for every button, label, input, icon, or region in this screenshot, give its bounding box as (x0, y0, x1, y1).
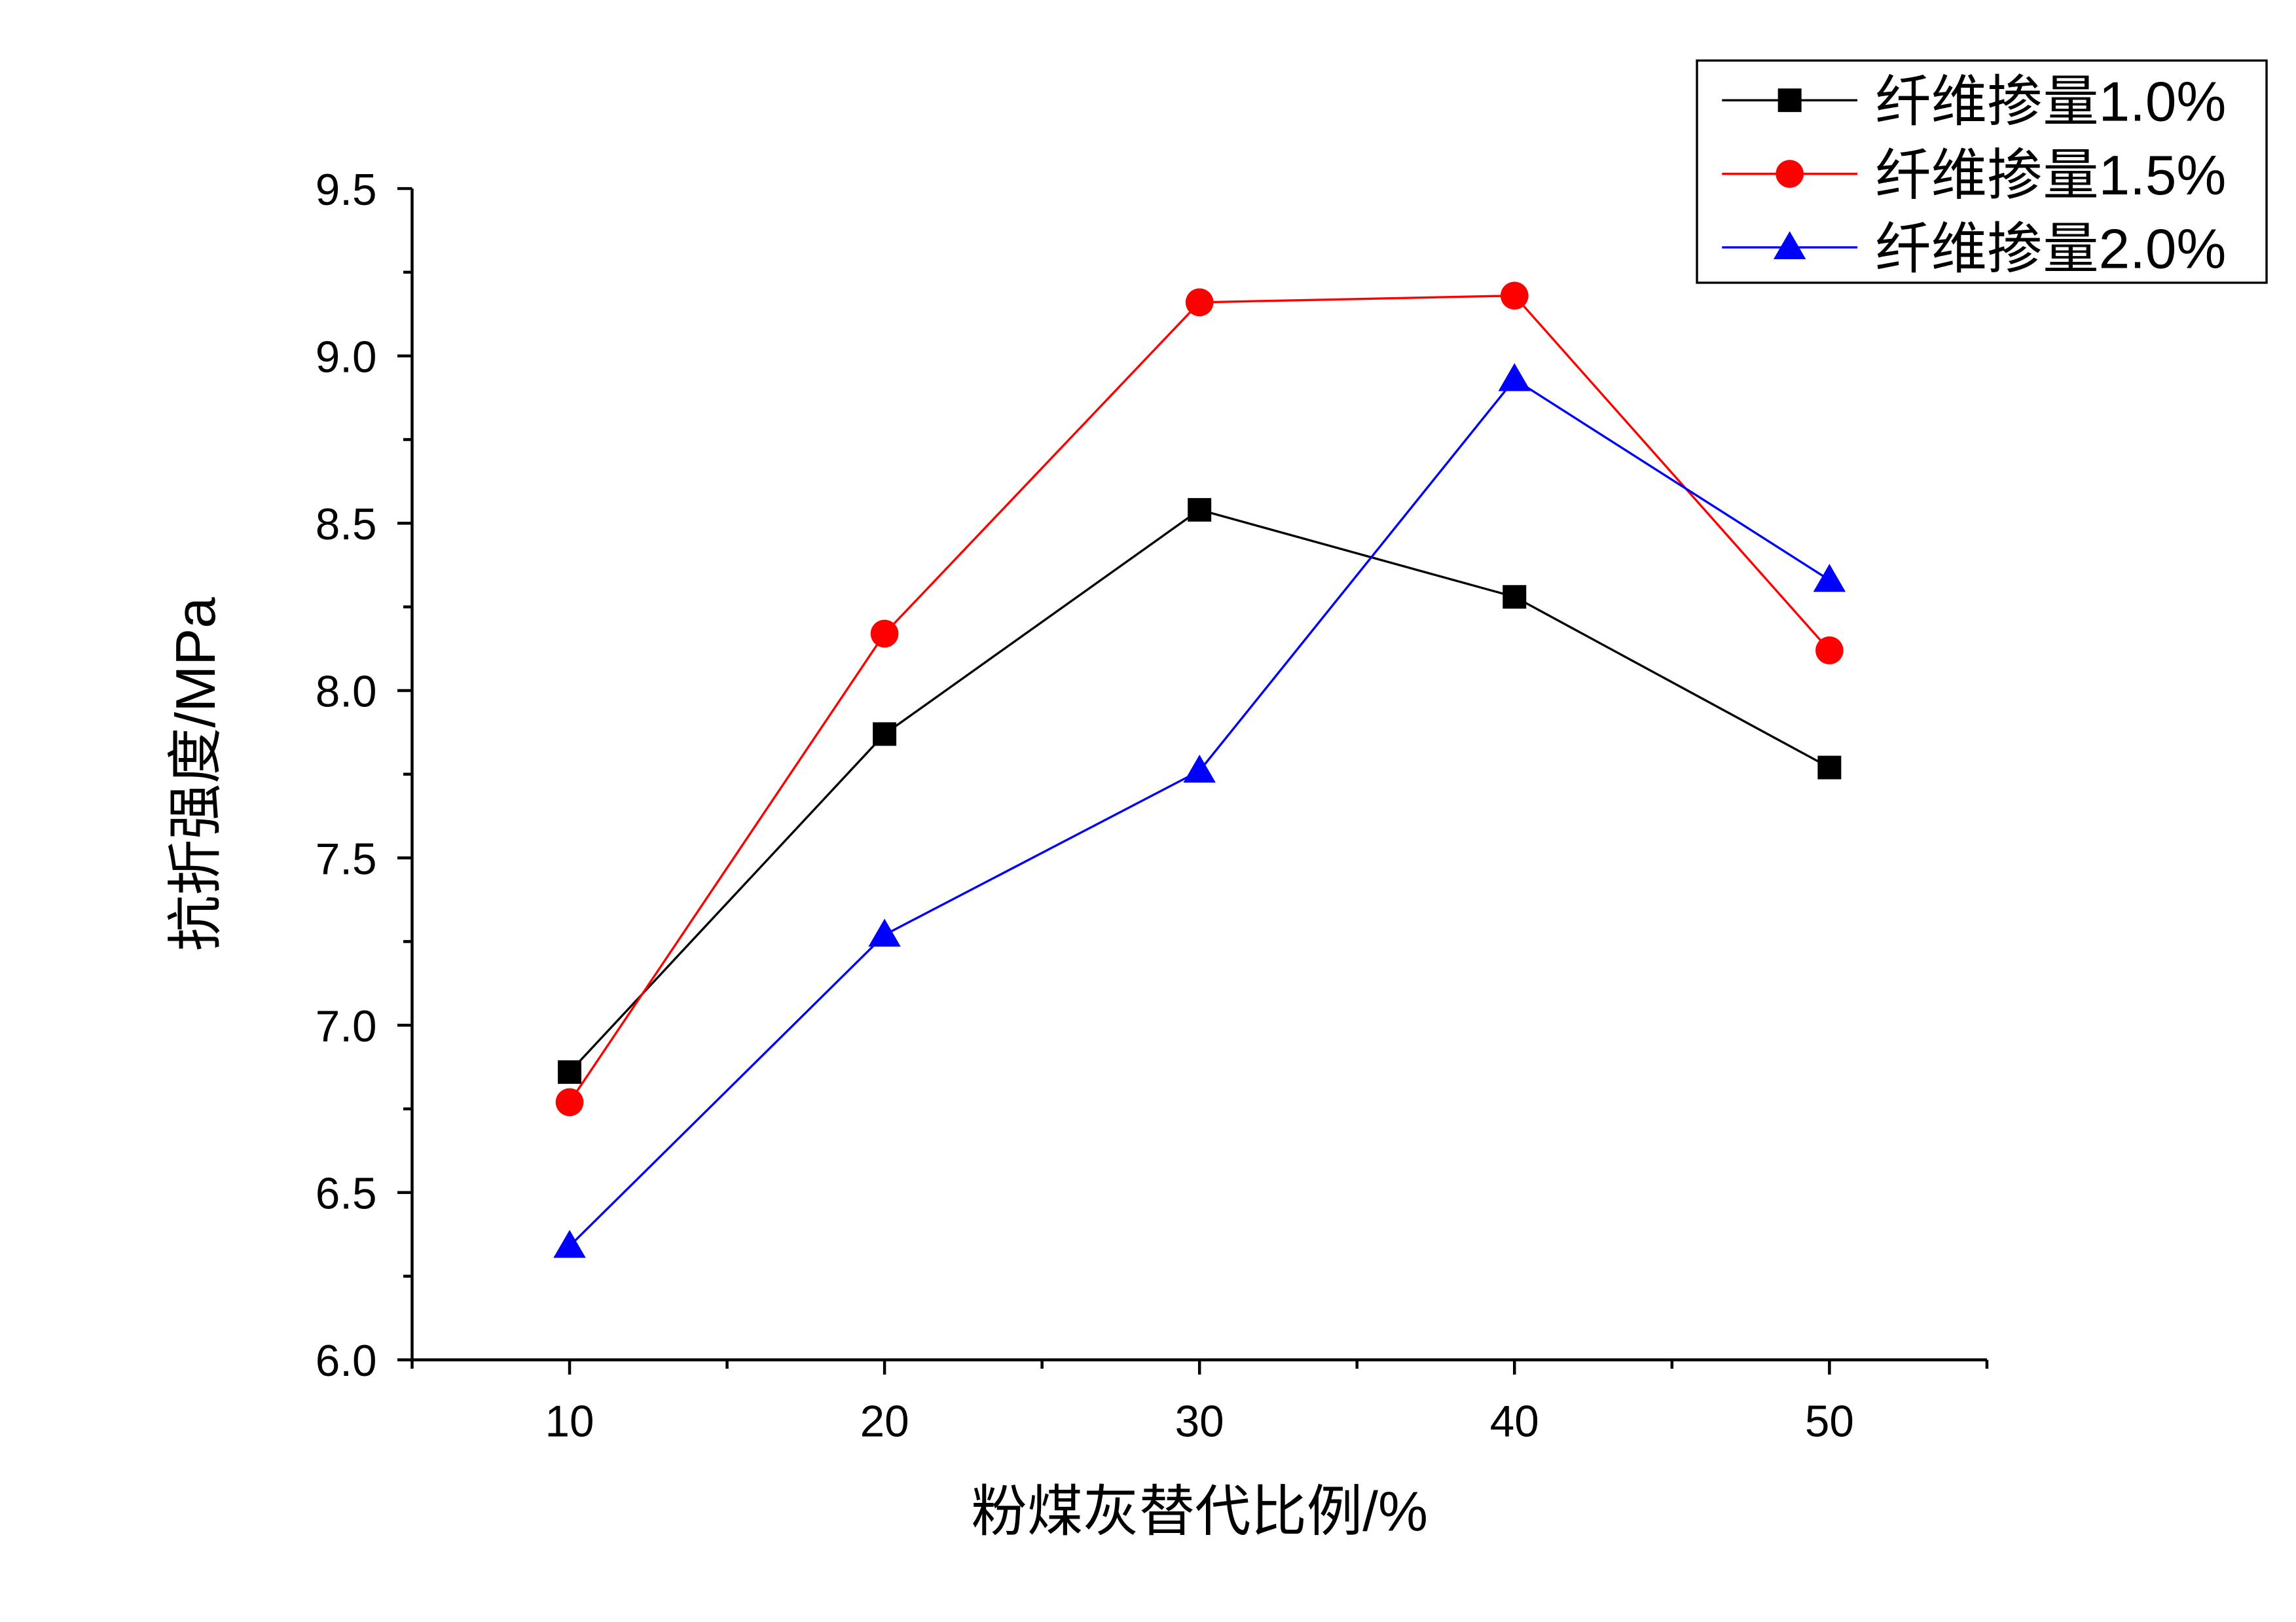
data-point-triangle (1813, 564, 1846, 592)
series-circle (555, 281, 1844, 1117)
legend-label: 纤维掺量1.5% (1875, 145, 2226, 207)
series-line (568, 509, 1831, 1073)
data-point-triangle (1773, 231, 1806, 259)
data-point-triangle (553, 1229, 586, 1258)
data-point-square (1817, 755, 1842, 780)
data-point-square (873, 722, 897, 746)
data-point-triangle (1498, 363, 1531, 391)
data-point-circle (1776, 160, 1804, 188)
data-point-square (558, 1060, 581, 1084)
y-axis-label: 抗折强度/MPa (165, 597, 227, 951)
data-point-square (1777, 88, 1802, 113)
x-tick-label: 10 (545, 1397, 594, 1446)
series-layer (553, 281, 1846, 1258)
series-square (558, 497, 1842, 1084)
y-tick-label: 6.0 (316, 1337, 377, 1386)
y-tick-label: 7.0 (316, 1002, 377, 1051)
x-tick-label: 50 (1805, 1397, 1854, 1446)
y-tick-label: 8.0 (316, 668, 377, 717)
x-tick-label: 20 (860, 1397, 909, 1446)
x-axis-label: 粉煤灰替代比例/% (971, 1481, 1428, 1543)
y-tick-label: 8.5 (316, 500, 377, 549)
x-tick-label: 30 (1175, 1397, 1224, 1446)
series-triangle (553, 363, 1846, 1258)
data-point-triangle (1183, 754, 1216, 783)
data-point-circle (870, 619, 899, 648)
axes: 6.0 6.5 7.0 7.5 8.0 8.5 9.0 9.5 10 20 30 40 50 (316, 166, 1989, 1446)
legend-label: 纤维掺量2.0% (1875, 218, 2226, 280)
series-line (568, 294, 1831, 1103)
data-point-circle (555, 1088, 584, 1117)
data-point-square (1188, 497, 1212, 522)
data-point-circle (1815, 636, 1844, 664)
legend: 纤维掺量1.0% 纤维掺量1.5% 纤维掺量2.0% (1696, 59, 2268, 284)
data-point-triangle (868, 918, 901, 947)
y-tick-label: 9.0 (316, 333, 377, 382)
y-tick-label: 7.5 (316, 835, 377, 884)
data-point-square (1503, 585, 1527, 609)
y-tick-label: 6.5 (316, 1170, 377, 1219)
data-point-circle (1500, 281, 1529, 310)
data-point-circle (1185, 288, 1214, 317)
legend-label: 纤维掺量1.0% (1875, 71, 2226, 134)
y-tick-label: 9.5 (316, 166, 377, 215)
x-tick-label: 40 (1490, 1397, 1539, 1446)
